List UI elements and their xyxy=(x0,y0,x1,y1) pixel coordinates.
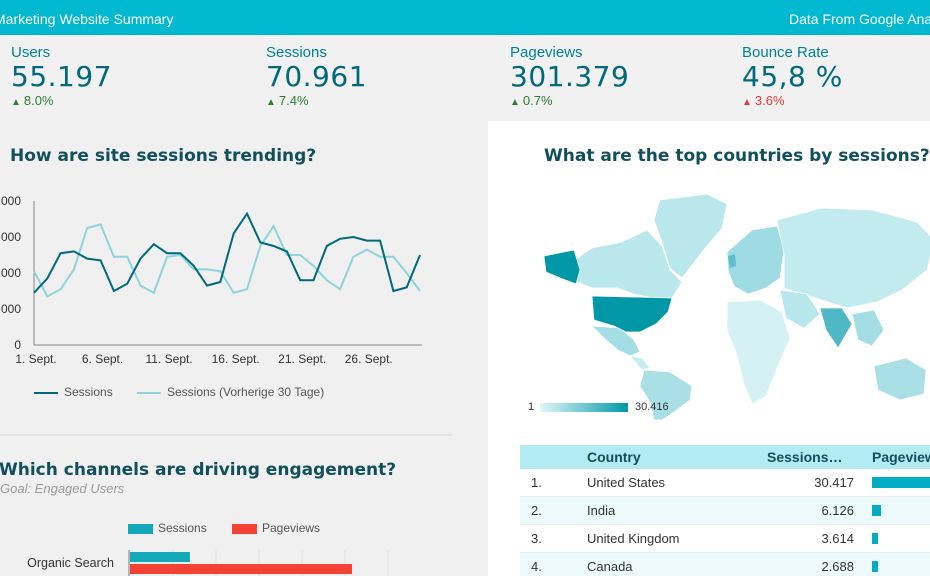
arrow-up-icon: ▲ xyxy=(742,97,752,108)
rank-cell: 1. xyxy=(531,475,542,490)
arrow-up-icon: ▲ xyxy=(11,97,21,108)
country-cell: India xyxy=(587,503,616,518)
map-title: What are the top countries by sessions? xyxy=(544,146,930,166)
rank-cell: 3. xyxy=(531,531,542,546)
channels-subtitle: Goal: Engaged Users xyxy=(0,481,125,496)
y-tick-label: 0 xyxy=(14,338,21,352)
dashboard-header: Marketing Website Summary Data From Goog… xyxy=(0,0,930,35)
x-tick-label: 26. Sept. xyxy=(345,352,393,366)
pageviews-bar xyxy=(872,505,881,516)
pageviews-bar xyxy=(872,533,878,544)
arrow-up-icon: ▲ xyxy=(510,97,520,108)
country-cell: United States xyxy=(587,475,666,490)
legend-swatch xyxy=(137,391,161,394)
x-tick-label: 16. Sept. xyxy=(212,352,260,366)
africa-shape[interactable] xyxy=(726,299,791,405)
kpi-label: Sessions xyxy=(266,44,327,61)
header-sessions[interactable]: Sessions… xyxy=(767,449,843,465)
greenland-shape[interactable] xyxy=(653,193,728,279)
kpi-strip: Users 55.197 ▲ 8.0% Sessions 70.961 ▲ 7.4%… xyxy=(0,35,930,121)
channels-bar-chart[interactable]: Organic Search xyxy=(0,546,452,576)
pageviews-bar xyxy=(872,477,930,488)
kpi-label: Users xyxy=(11,44,51,61)
rank-cell: 2. xyxy=(531,503,542,518)
scale-min-label: 1 xyxy=(528,401,535,413)
bar-pageviews-organic-search[interactable] xyxy=(130,564,352,574)
left-panel xyxy=(0,121,488,576)
kpi-change: ▲ 0.7% xyxy=(510,93,553,108)
central-america-shape[interactable] xyxy=(629,355,651,371)
series-previous-line[interactable] xyxy=(33,223,421,298)
sessions-cell: 6.126 xyxy=(821,503,854,518)
section-divider xyxy=(0,434,452,436)
kpi-change: ▲ 3.6% xyxy=(742,93,785,108)
y-tick-label: 000 xyxy=(1,194,21,208)
bar-sessions-organic-search[interactable] xyxy=(130,552,190,562)
australia-shape[interactable] xyxy=(873,357,927,401)
header-country[interactable]: Country xyxy=(587,449,641,465)
country-cell: United Kingdom xyxy=(587,531,680,546)
legend-sessions-previous[interactable]: Sessions (Vorherige 30 Tage) xyxy=(137,385,324,399)
middle-east-shape[interactable] xyxy=(779,289,821,329)
color-scale-bar xyxy=(540,403,628,412)
kpi-value: 55.197 xyxy=(11,60,112,93)
x-tick-label: 11. Sept. xyxy=(146,352,193,366)
alaska-shape[interactable] xyxy=(543,249,581,285)
kpi-value: 301.379 xyxy=(510,60,630,93)
kpi-value: 70.961 xyxy=(266,60,367,93)
dashboard-title: Marketing Website Summary xyxy=(0,11,174,27)
sessions-cell: 2.688 xyxy=(821,559,854,574)
rank-cell: 4. xyxy=(531,559,542,574)
legend-swatch xyxy=(34,391,58,394)
y-tick-label: 000 xyxy=(1,302,21,316)
legend-pageviews-bar[interactable]: Pageviews xyxy=(232,521,320,535)
kpi-label: Pageviews xyxy=(510,44,583,61)
kpi-label: Bounce Rate xyxy=(742,44,829,61)
table-row[interactable]: 2. India 6.126 xyxy=(520,497,930,525)
india-shape[interactable] xyxy=(819,307,853,349)
x-tick-label: 1. Sept. xyxy=(15,352,56,366)
legend-swatch xyxy=(128,523,153,534)
y-tick-label: 000 xyxy=(1,266,21,280)
russia-asia-shape[interactable] xyxy=(776,207,930,309)
header-pageviews[interactable]: Pageviews xyxy=(872,449,930,465)
world-map[interactable] xyxy=(522,190,930,420)
scale-max-label: 30.416 xyxy=(635,401,669,413)
category-label: Organic Search xyxy=(27,556,114,570)
sessions-cell: 30.417 xyxy=(814,475,854,490)
sessions-trend-title: How are site sessions trending? xyxy=(10,146,317,166)
canada-shape[interactable] xyxy=(571,229,683,299)
uk-shape[interactable] xyxy=(728,254,736,268)
kpi-change: ▲ 7.4% xyxy=(266,93,309,108)
southeast-asia-shape[interactable] xyxy=(851,309,885,347)
x-tick-label: 21. Sept. xyxy=(278,352,326,366)
legend-sessions[interactable]: Sessions xyxy=(34,385,113,399)
data-source-label: Data From Google Analytics xyxy=(789,11,930,27)
channels-title: Which channels are driving engagement? xyxy=(0,460,397,480)
legend-sessions-bar[interactable]: Sessions xyxy=(128,521,207,535)
table-row[interactable]: 1. United States 30.417 xyxy=(520,469,930,497)
arrow-up-icon: ▲ xyxy=(266,97,276,108)
legend-swatch xyxy=(232,523,257,534)
series-sessions-line[interactable] xyxy=(33,211,421,294)
table-row[interactable]: 3. United Kingdom 3.614 xyxy=(520,525,930,553)
country-cell: Canada xyxy=(587,559,633,574)
x-tick-label: 6. Sept. xyxy=(82,352,123,366)
sessions-cell: 3.614 xyxy=(821,531,854,546)
y-tick-label: 000 xyxy=(1,230,21,244)
europe-shape[interactable] xyxy=(726,225,785,295)
south-america-shape[interactable] xyxy=(639,369,693,420)
pageviews-bar xyxy=(872,561,878,572)
table-header: Country Sessions… Pageviews xyxy=(520,445,930,469)
kpi-change: ▲ 8.0% xyxy=(11,93,54,108)
table-row[interactable]: 4. Canada 2.688 xyxy=(520,553,930,576)
kpi-value: 45,8 % xyxy=(742,60,843,93)
united-states-shape[interactable] xyxy=(591,295,673,333)
